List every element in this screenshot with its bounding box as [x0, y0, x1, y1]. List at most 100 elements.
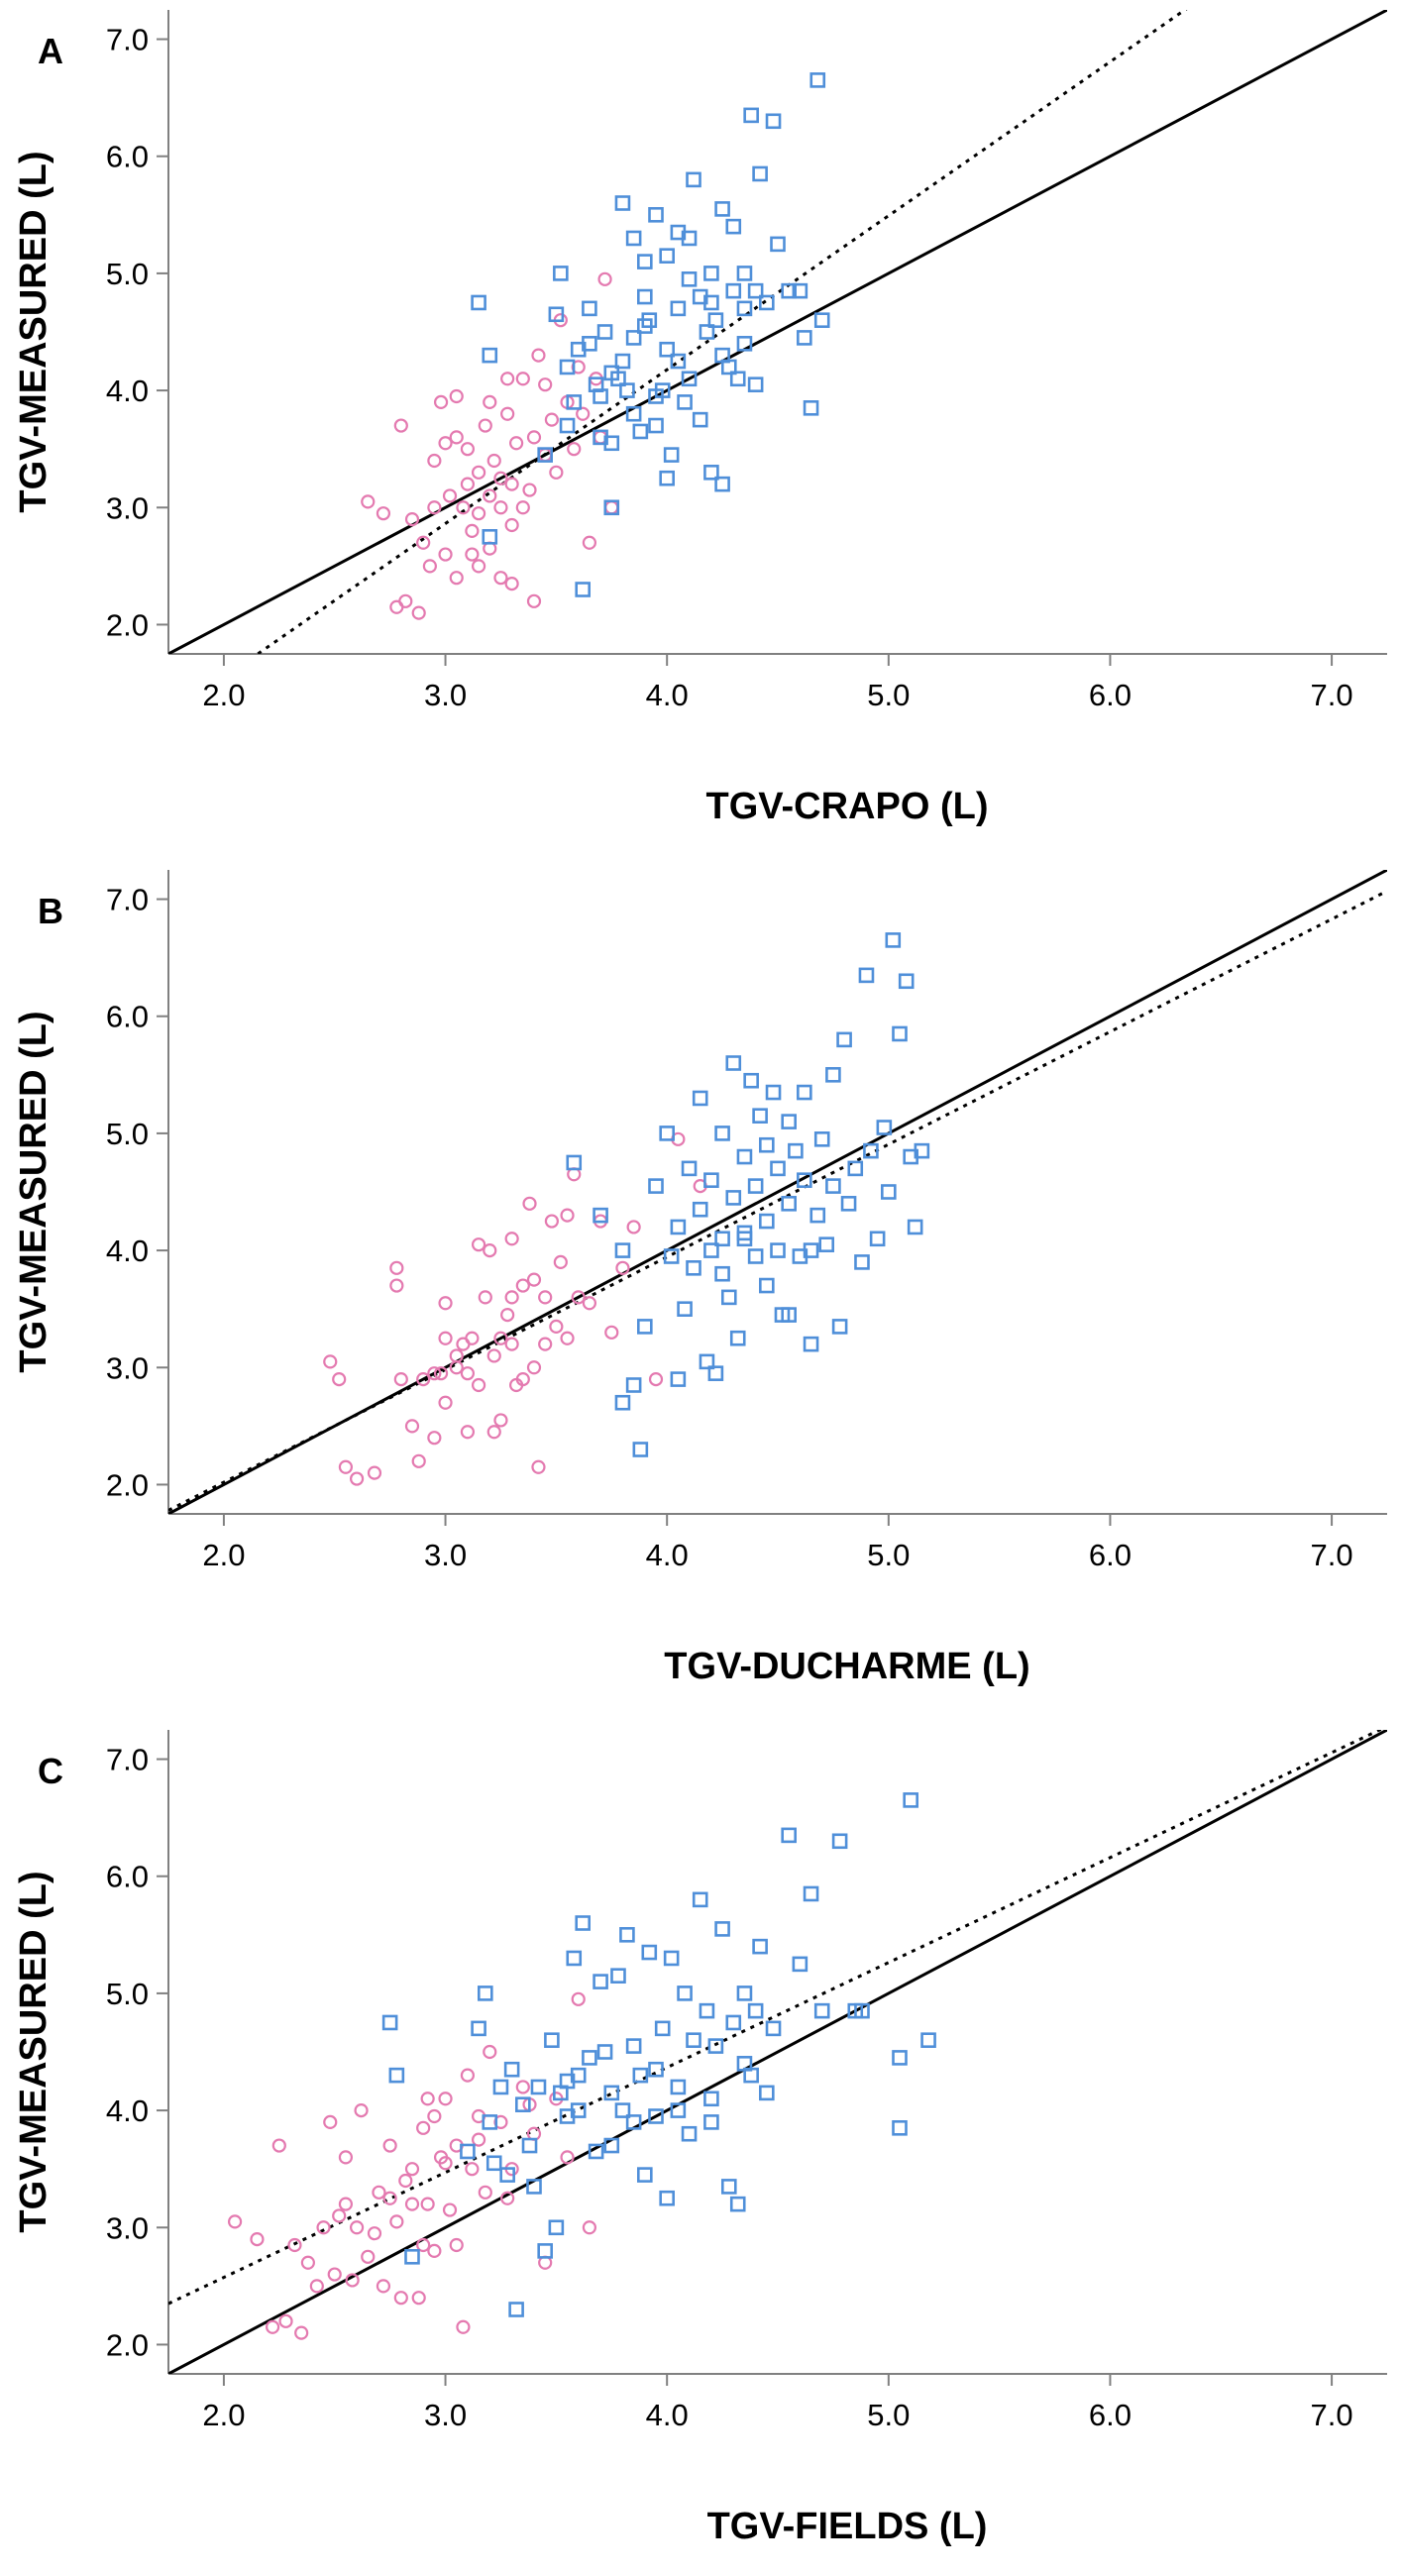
- male-data-point: [803, 400, 819, 416]
- female-data-point: [515, 372, 530, 386]
- y-tick-label: 4.0: [106, 2093, 149, 2128]
- male-data-point: [648, 2108, 664, 2124]
- female-data-point: [478, 418, 492, 433]
- female-data-point: [483, 394, 497, 410]
- male-data-point: [692, 1891, 708, 1908]
- female-data-point: [420, 2197, 435, 2211]
- male-data-point: [707, 2038, 724, 2054]
- male-data-point: [703, 2091, 719, 2107]
- x-tick-label: 7.0: [1311, 678, 1353, 712]
- female-data-point: [442, 488, 458, 503]
- female-data-point: [433, 394, 449, 410]
- male-data-point: [659, 341, 675, 358]
- male-data-point: [648, 1178, 664, 1194]
- female-data-point: [449, 571, 464, 586]
- female-data-point: [504, 576, 519, 591]
- male-data-point: [765, 113, 782, 130]
- male-data-point: [770, 236, 786, 253]
- male-data-point: [881, 1184, 897, 1200]
- female-data-point: [323, 1354, 338, 1369]
- y-tick-label: 4.0: [106, 374, 149, 408]
- male-data-point: [907, 1219, 923, 1235]
- x-tick-label: 5.0: [867, 1538, 910, 1572]
- male-data-point: [677, 1301, 693, 1317]
- male-data-point: [736, 300, 753, 317]
- female-data-point: [300, 2255, 315, 2270]
- x-tick-label: 4.0: [646, 1538, 689, 1572]
- male-data-point: [703, 1172, 719, 1188]
- female-data-point: [433, 1366, 449, 1381]
- male-data-point: [537, 2243, 553, 2259]
- male-data-point: [530, 2079, 547, 2095]
- female-data-point: [478, 1290, 492, 1305]
- y-tick-label: 3.0: [106, 2210, 149, 2245]
- y-tick-label: 6.0: [106, 1000, 149, 1034]
- male-data-point: [677, 1986, 693, 2001]
- scatter-panel-c: C TGV-MEASURED (L) TGV-FIELDS (L) 2.0 3.0 4.0…: [0, 1720, 1401, 2562]
- female-data-point: [515, 2080, 530, 2094]
- male-data-point: [725, 218, 742, 235]
- y-tick-label: 3.0: [106, 1350, 149, 1385]
- male-data-point: [892, 1025, 908, 1042]
- male-data-point: [681, 2125, 698, 2142]
- male-data-point: [703, 1242, 719, 1258]
- x-axis-label: TGV-CRAPO (L): [706, 786, 989, 827]
- male-data-point: [482, 2114, 498, 2130]
- male-data-point: [566, 1950, 583, 1967]
- male-data-point: [582, 2050, 597, 2066]
- male-data-point: [641, 312, 658, 328]
- female-data-point: [416, 535, 431, 550]
- female-data-point: [504, 1232, 519, 1246]
- male-data-point: [648, 207, 664, 223]
- female-data-point: [560, 1208, 575, 1223]
- female-data-point: [361, 2249, 376, 2264]
- male-data-point: [703, 2114, 719, 2130]
- male-data-point: [725, 2014, 742, 2031]
- male-data-point: [625, 2114, 642, 2130]
- male-data-point: [714, 476, 730, 492]
- y-tick-label: 6.0: [106, 1860, 149, 1894]
- female-data-point: [531, 348, 546, 363]
- male-data-point: [603, 2137, 620, 2154]
- male-data-point: [714, 347, 730, 364]
- male-data-point: [869, 1231, 886, 1247]
- male-data-point: [692, 1090, 708, 1107]
- female-data-point: [500, 1307, 515, 1323]
- male-data-point: [836, 1031, 852, 1048]
- female-data-point: [338, 1459, 354, 1474]
- female-data-point: [504, 477, 519, 491]
- female-data-point: [493, 571, 508, 586]
- male-data-point: [670, 300, 687, 317]
- male-data-point: [809, 72, 826, 88]
- x-axis-label: TGV-FIELDS (L): [707, 2506, 988, 2547]
- male-data-point: [903, 1792, 918, 1808]
- female-data-point: [349, 1471, 365, 1486]
- female-data-point: [471, 465, 486, 480]
- male-data-point: [770, 1160, 786, 1177]
- male-data-point: [575, 582, 592, 597]
- male-data-point: [603, 499, 620, 516]
- female-data-point: [483, 488, 497, 503]
- male-data-point: [765, 2020, 782, 2037]
- female-data-point: [526, 1360, 542, 1375]
- male-data-point: [625, 230, 642, 247]
- y-axis-label: TGV-MEASURED (L): [13, 151, 54, 512]
- male-data-point: [654, 2020, 671, 2037]
- male-data-point: [831, 1319, 848, 1335]
- female-data-point: [560, 2150, 575, 2165]
- male-data-point: [537, 447, 553, 463]
- female-data-point: [604, 500, 619, 515]
- female-data-point: [404, 511, 420, 527]
- male-data-point: [619, 382, 635, 398]
- male-data-point: [596, 2044, 613, 2060]
- male-data-point: [614, 195, 631, 211]
- male-data-point: [670, 2102, 687, 2118]
- female-data-point: [465, 523, 480, 539]
- male-data-point: [920, 2032, 936, 2048]
- female-data-point: [398, 2173, 413, 2189]
- male-data-point: [588, 2143, 604, 2160]
- male-data-point: [703, 465, 719, 481]
- y-tick-label: 2.0: [106, 607, 149, 642]
- male-data-point: [659, 470, 675, 486]
- female-data-point: [404, 2197, 420, 2211]
